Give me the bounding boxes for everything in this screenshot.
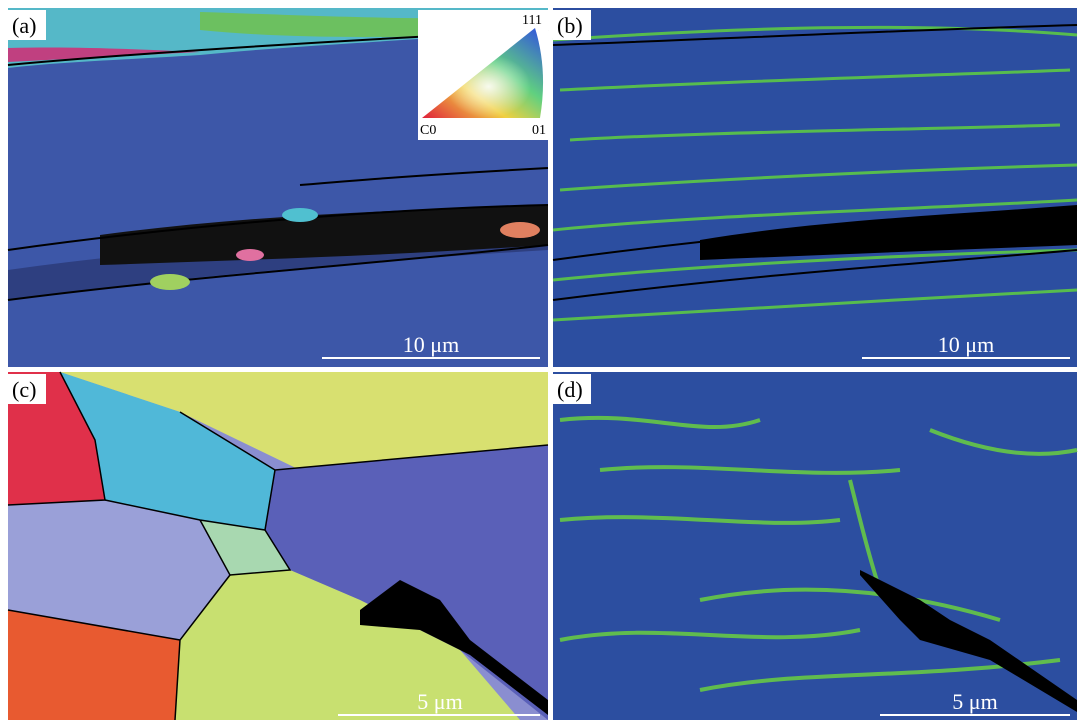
scale-bar-label: 10 μm <box>403 332 459 357</box>
panel-c <box>8 372 548 720</box>
scale-bar-label: 5 μm <box>417 689 462 714</box>
texture-rect <box>553 8 1077 367</box>
inset-label: 01 <box>532 123 546 138</box>
panel-label: (c) <box>12 377 36 402</box>
panel-label: (d) <box>557 377 583 402</box>
scale-bar-label: 5 μm <box>952 689 997 714</box>
inset-label: 111 <box>522 13 542 28</box>
scale-bar-label: 10 μm <box>938 332 994 357</box>
texture-ellipse <box>236 249 264 261</box>
page: 111 C0 01 (a) (b) (c) (d) 10 μm 10 μm 5 … <box>0 0 1082 725</box>
panel-b <box>553 8 1077 367</box>
panel-label: (a) <box>12 13 36 38</box>
figure: 111 C0 01 (a) (b) (c) (d) 10 μm 10 μm 5 … <box>0 0 1082 725</box>
panel-d <box>553 372 1077 720</box>
texture-ellipse <box>282 208 318 222</box>
panel-label: (b) <box>557 13 583 38</box>
inset-label: C0 <box>420 123 436 138</box>
texture-ellipse <box>150 274 190 290</box>
ipf-inset: 111 C0 01 <box>418 10 548 140</box>
texture-ellipse <box>500 222 540 238</box>
